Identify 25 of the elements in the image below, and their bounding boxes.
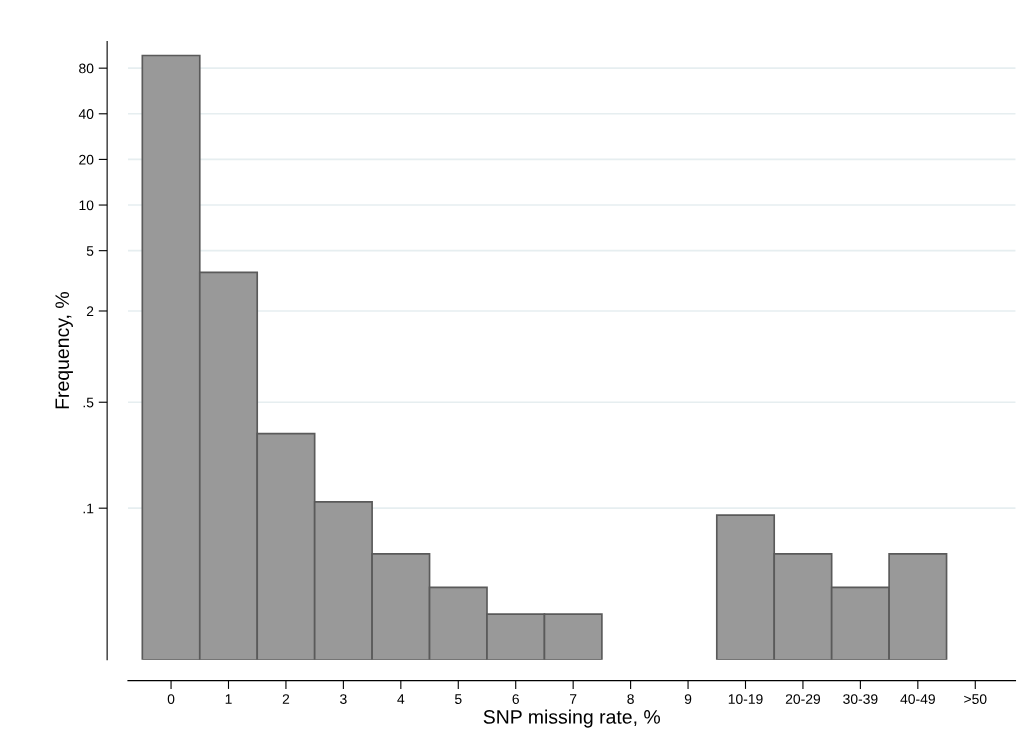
x-tick-label: 1 — [225, 694, 232, 704]
x-tick-label: 10-19 — [728, 694, 763, 704]
y-tick-label: 20 — [79, 154, 94, 165]
y-tick-label: 5 — [86, 246, 94, 256]
x-tick-label: 30-39 — [843, 694, 878, 704]
x-tick-label: 2 — [282, 694, 290, 704]
x-tick-label: >50 — [964, 694, 987, 704]
y-tick-label: 10 — [79, 200, 94, 211]
x-tick-label: 7 — [570, 694, 577, 704]
x-tick-label: 8 — [627, 694, 634, 704]
y-tick-label: .1 — [83, 503, 94, 514]
x-tick-label: 5 — [454, 694, 462, 704]
y-axis-title: Frequency, % — [55, 292, 73, 409]
y-tick-label: 2 — [86, 306, 94, 317]
x-tick-label: 20-29 — [785, 694, 821, 704]
x-tick-label: 4 — [397, 694, 405, 704]
x-tick-label: 40-49 — [900, 694, 935, 704]
x-tick-label: 3 — [340, 694, 347, 704]
y-tick-label: .5 — [83, 397, 94, 408]
x-tick-label: 6 — [512, 694, 519, 704]
y-tick-label: 40 — [78, 109, 94, 119]
y-tick-label: 80 — [79, 63, 94, 74]
x-tick-label: 9 — [684, 694, 692, 704]
x-axis-title: SNP missing rate, % — [483, 709, 661, 728]
x-tick-label: 0 — [167, 694, 175, 704]
